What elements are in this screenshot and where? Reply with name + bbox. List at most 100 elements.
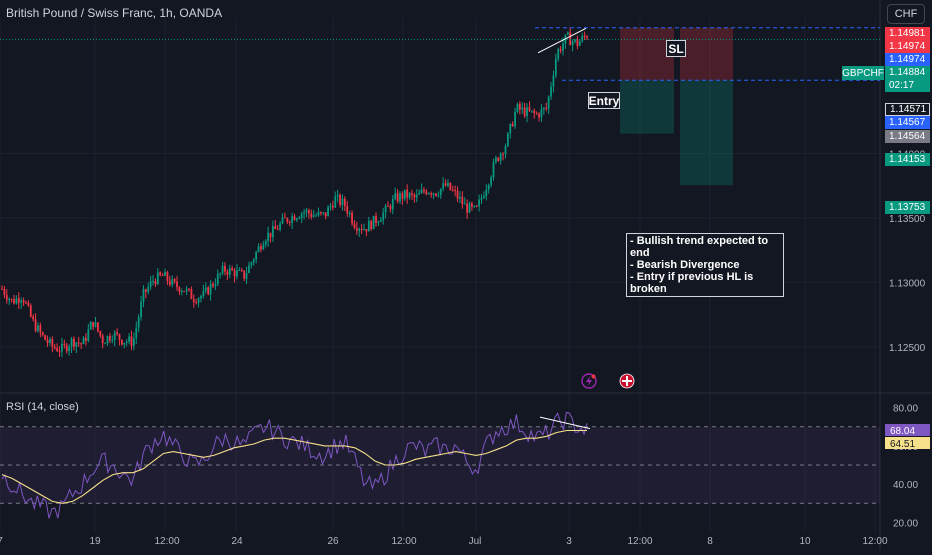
candle-body	[236, 270, 238, 277]
candle-body	[154, 280, 157, 285]
candle-body	[281, 217, 284, 224]
candle-body	[586, 36, 588, 38]
rsi-label: RSI (14, close)	[6, 401, 79, 413]
candle-body	[526, 107, 528, 117]
candle-body	[231, 268, 234, 271]
candle-body	[403, 189, 406, 199]
candle-body	[279, 223, 282, 230]
rsi-signal-tag-bg	[885, 437, 930, 449]
divergence-line-rsi	[539, 416, 591, 430]
candle-body	[475, 205, 478, 207]
candle-body	[413, 194, 416, 198]
candle-body	[566, 32, 569, 35]
candle-body	[29, 305, 32, 317]
candle-body	[17, 298, 20, 303]
candle-body	[219, 273, 222, 275]
currency-button[interactable]: CHF	[887, 4, 925, 24]
price-tag-5: 1.14567	[885, 116, 930, 129]
candle-body	[499, 153, 502, 161]
candle-body	[351, 212, 353, 224]
candle-body	[550, 86, 552, 97]
candle-body	[123, 342, 126, 345]
trade-note: - Bullish trend expected to end - Bearis…	[626, 233, 784, 297]
candle-body	[85, 337, 87, 341]
candle-body	[192, 299, 195, 303]
candle-body	[430, 193, 433, 195]
candle-body	[324, 212, 327, 217]
candle-body	[372, 215, 375, 230]
candle-body	[53, 346, 56, 349]
alert-icon[interactable]	[581, 373, 597, 389]
candle-body	[183, 291, 186, 293]
candle-body	[341, 198, 344, 206]
candle-body	[480, 197, 483, 200]
candle-body	[334, 196, 337, 208]
candle-body	[238, 269, 241, 271]
candle-body	[216, 273, 219, 285]
candle-body	[41, 332, 44, 336]
price-tick-label: 1.13500	[889, 214, 926, 225]
flag-icon[interactable]	[619, 373, 635, 389]
candle-body	[494, 157, 497, 163]
candle-body	[384, 205, 387, 213]
price-tick-label: 1.13000	[889, 278, 926, 289]
candle-body	[257, 246, 260, 252]
candle-body	[478, 199, 481, 207]
reward-zone-2	[680, 80, 733, 186]
x-tick-label: 7	[0, 536, 3, 547]
candle-body	[528, 107, 531, 111]
candle-body	[168, 280, 171, 285]
price-tag-4: 1.14571	[885, 103, 930, 116]
candle-body	[68, 346, 71, 352]
candle-body	[355, 227, 358, 231]
candle-body	[451, 189, 454, 191]
candle-body	[574, 39, 576, 42]
x-tick-label: 12:00	[391, 536, 416, 547]
x-tick-label: 3	[566, 536, 572, 547]
candle-body	[202, 290, 205, 297]
price-tag-target-1: 1.14153	[885, 153, 930, 166]
candle-body	[339, 194, 341, 206]
candle-body	[379, 220, 382, 223]
candle-body	[454, 190, 457, 192]
candle-body	[319, 212, 322, 214]
candle-body	[449, 182, 452, 190]
candle-body	[420, 189, 423, 194]
candle-body	[92, 321, 95, 327]
candle-body	[444, 183, 447, 186]
candle-body	[487, 184, 490, 190]
candle-body	[3, 288, 6, 295]
candle-body	[75, 342, 78, 347]
candle-body	[106, 336, 109, 344]
candle-body	[63, 343, 66, 345]
candle-body	[511, 123, 514, 127]
candle-body	[382, 212, 385, 221]
candle-body	[288, 221, 291, 223]
price-tag-2: 1.14974	[885, 40, 930, 53]
candle-body	[51, 339, 54, 347]
candle-body	[185, 288, 188, 292]
candle-body	[559, 49, 562, 51]
candle-body	[37, 325, 39, 332]
candle-body	[209, 283, 212, 295]
candle-body	[554, 58, 557, 76]
candle-body	[180, 291, 183, 293]
candle-body	[89, 321, 92, 330]
candle-body	[291, 216, 294, 223]
candle-body	[152, 280, 154, 282]
candle-body	[504, 146, 507, 155]
candle-body	[425, 191, 428, 194]
level-lines	[0, 27, 880, 81]
candle-body	[87, 329, 90, 341]
candle-body	[248, 265, 250, 273]
rsi-pane	[0, 411, 880, 519]
candle-body	[456, 190, 459, 199]
candle-body	[312, 215, 315, 217]
x-tick-label: 12:00	[154, 536, 179, 547]
candle-body	[295, 218, 298, 221]
candle-body	[439, 188, 442, 196]
note-line-1: - Bullish trend expected to end	[630, 235, 769, 259]
candle-body	[159, 272, 162, 276]
